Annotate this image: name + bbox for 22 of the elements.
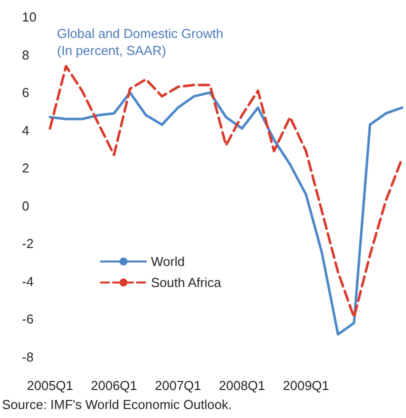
- y-tick-label: 2: [22, 160, 30, 176]
- y-tick-label: -6: [22, 312, 34, 327]
- y-tick-label: 10: [22, 10, 36, 24]
- y-tick-label: 8: [22, 47, 30, 62]
- y-tick-label: -2: [22, 236, 34, 252]
- source-note: Source: IMF's World Economic Outlook.: [2, 397, 232, 412]
- x-tick-label: 2009Q1: [282, 378, 330, 393]
- line-series: [48, 64, 404, 319]
- y-tick-label: -4: [22, 274, 34, 289]
- x-tick-label: 2006Q1: [90, 378, 138, 393]
- legend-label: World: [151, 254, 185, 269]
- text: (In percent, SAAR): [57, 43, 166, 58]
- legend-label: South Africa: [151, 275, 222, 290]
- x-tick-label: 2008Q1: [218, 378, 266, 393]
- line-series: [48, 91, 404, 336]
- y-tick-label: -8: [22, 350, 34, 364]
- y-tick-label: 0: [22, 198, 30, 214]
- text: Global and Domestic Growth: [57, 26, 224, 41]
- y-tick-label: 6: [22, 85, 30, 100]
- y-tick-label: 4: [22, 122, 30, 138]
- x-tick-label: 2007Q1: [154, 378, 202, 393]
- x-tick-label: 2005Q1: [26, 378, 74, 393]
